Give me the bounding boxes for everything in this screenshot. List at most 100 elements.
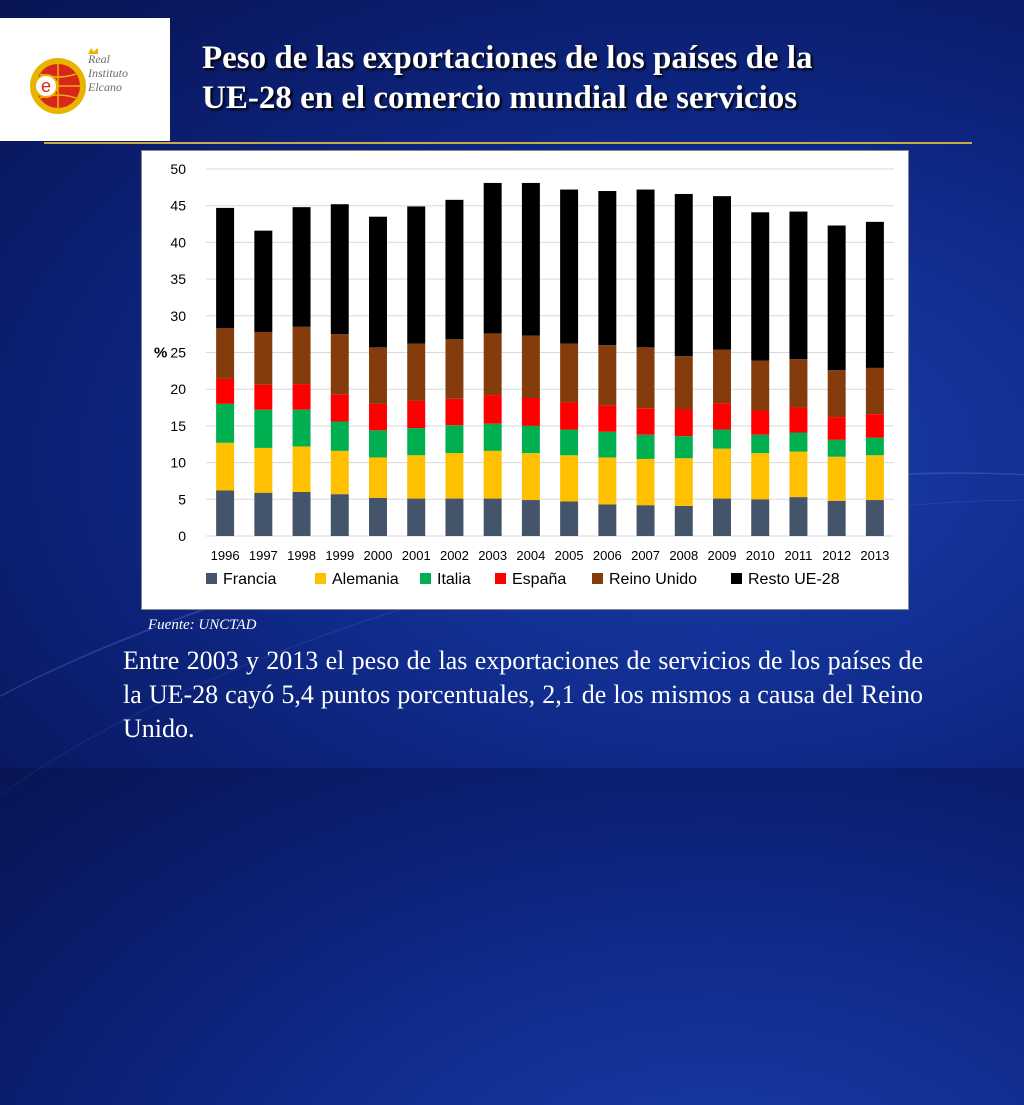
bar-segment: [827, 225, 846, 371]
bar-segment: [292, 491, 311, 536]
bar-segment: [407, 498, 426, 536]
x-tick-label: 1996: [211, 548, 240, 563]
bar-segment: [598, 345, 617, 406]
bar-segment: [216, 403, 235, 443]
source-label: Fuente:: [148, 617, 195, 633]
bar-segment: [521, 425, 540, 454]
bar-segment: [827, 456, 846, 501]
bar-segment: [636, 408, 655, 435]
slide-title: Peso de las exportaciones de los países …: [202, 38, 992, 118]
bar-segment: [521, 335, 540, 399]
bar-segment: [483, 498, 502, 536]
x-tick-label: 2006: [593, 548, 622, 563]
y-tick-label: 45: [170, 198, 186, 214]
bar-segment: [751, 212, 770, 361]
x-tick-label: 1999: [325, 548, 354, 563]
bar-segment: [636, 189, 655, 348]
bar-segment: [483, 182, 502, 334]
bar-segment: [598, 504, 617, 536]
bar-segment: [407, 428, 426, 456]
y-tick-label: 30: [170, 308, 186, 324]
bar-segment: [674, 409, 693, 437]
bar-segment: [789, 432, 808, 452]
legend-swatch: [315, 573, 326, 584]
logo-line-real: Real: [88, 52, 110, 66]
bar-segment: [598, 431, 617, 458]
legend-swatch: [420, 573, 431, 584]
elcano-emblem-icon: e: [30, 48, 98, 114]
x-tick-label: 2004: [516, 548, 545, 563]
bar-segment: [369, 497, 387, 536]
title-divider: [44, 142, 972, 144]
bar-segment: [713, 429, 731, 449]
bar-segment: [407, 206, 426, 344]
bar-segment: [292, 207, 311, 327]
bar-segment: [483, 423, 502, 451]
bar-segment: [445, 453, 464, 499]
bar-segment: [407, 455, 426, 499]
slide-title-line-2: UE-28 en el comercio mundial de servicio…: [202, 80, 798, 116]
bar-segment: [254, 447, 273, 493]
bar-segment: [521, 398, 540, 426]
y-tick-label: 35: [170, 271, 186, 287]
bar-segment: [827, 417, 846, 440]
bar-segment: [216, 378, 235, 404]
bar-segment: [560, 501, 579, 536]
bar-segment: [369, 457, 387, 498]
x-tick-label: 2000: [364, 548, 393, 563]
bar-segment: [483, 450, 502, 499]
y-tick-label: 5: [178, 491, 186, 507]
bar-segment: [713, 403, 731, 430]
x-tick-label: 2010: [746, 548, 775, 563]
bar-segment: [560, 429, 579, 456]
bar-segment: [292, 384, 311, 410]
legend-swatch: [495, 573, 506, 584]
bar-segment: [369, 430, 387, 458]
x-tick-label: 2009: [708, 548, 737, 563]
bar-segment: [827, 439, 846, 457]
bar-segment: [789, 497, 808, 536]
bar-segment: [560, 343, 579, 403]
bar-segment: [216, 442, 235, 491]
y-tick-label: 25: [170, 345, 186, 361]
y-tick-label: 15: [170, 418, 186, 434]
bar-segment: [254, 384, 273, 410]
bar-segment: [598, 405, 617, 432]
bar-segment: [330, 450, 349, 495]
bar-segment: [674, 505, 693, 536]
bar-segment: [330, 421, 349, 451]
bar-segment: [789, 451, 808, 498]
bar-segment: [216, 490, 235, 536]
bar-segment: [521, 453, 540, 501]
x-tick-label: 2001: [402, 548, 431, 563]
bar-segment: [751, 360, 770, 411]
bar-segment: [713, 498, 731, 536]
x-tick-label: 2011: [784, 548, 812, 563]
bar-segment: [560, 189, 579, 344]
legend-label: Alemania: [332, 571, 399, 588]
bar-segment: [865, 455, 884, 501]
bar-segment: [330, 334, 349, 395]
bar-segment: [827, 370, 846, 418]
bar-segment: [674, 436, 693, 459]
bar-segment: [865, 414, 884, 438]
bar-segment: [369, 403, 387, 431]
bar-segment: [330, 494, 349, 536]
chart-container: 0 5 10 15 20 25 30 35 40 45 50% 1996 1997 1998 1999 200…: [141, 150, 909, 610]
bar-segment: [827, 500, 846, 536]
bar-segment: [598, 191, 617, 346]
bar-segment: [865, 221, 884, 368]
source-note: Fuente: UNCTAD: [148, 617, 256, 634]
bar-segment: [713, 196, 731, 350]
bar-segment: [636, 458, 655, 506]
bar-segment: [789, 211, 808, 360]
y-tick-label: 40: [170, 234, 186, 250]
logo-text: Real Instituto Elcano: [88, 52, 128, 94]
x-tick-label: 2002: [440, 548, 469, 563]
bar-segment: [713, 448, 731, 499]
bar-segment: [521, 182, 540, 336]
bar-segment: [751, 410, 770, 435]
bar-segment: [445, 498, 464, 536]
bar-segment: [369, 347, 387, 404]
bar-segment: [330, 394, 349, 422]
